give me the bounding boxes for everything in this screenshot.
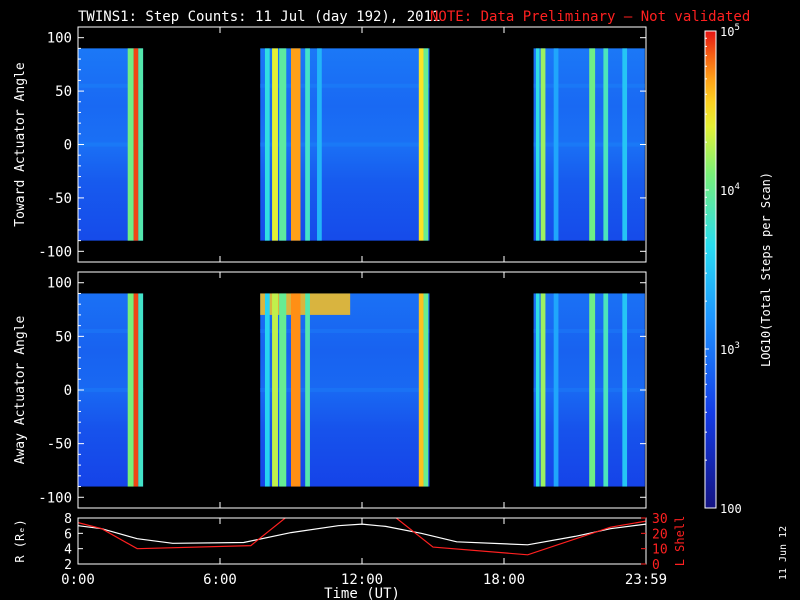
heatmap-streak-0-11 [535,48,540,241]
heatmap-streak-1-0 [127,293,134,487]
y-tick-label-1-1: 50 [55,329,72,345]
colorbar-gradient [705,31,716,508]
orbit-left-tick-label-0: 2 [64,558,72,573]
heatmap-streak-1-3 [264,293,270,487]
y-tick-label-0-2: 0 [64,138,72,154]
heatmap-streak-1-6 [291,293,301,487]
heatmap-streak-1-9 [423,293,429,487]
heatmap-streak-0-7 [305,48,310,241]
colorbar-title: LOG10(Total Steps per Scan) [759,172,773,367]
heatmap-streak-0-15 [603,48,609,241]
heatmap-streak-1-8 [418,293,424,487]
heatmap-streak-1-1 [133,293,139,487]
heatmap-streak-0-13 [553,48,559,241]
y-tick-label-1-4: -100 [38,490,72,506]
x-tick-label-2: 12:00 [341,572,383,588]
colorbar-frame [704,30,717,509]
heatmap-streak-1-14 [603,293,609,487]
heatmap-band-0-0-0 [78,142,144,147]
heatmap-streak-0-0 [127,48,134,241]
toward-angle-heatmap-panel: 100 50 0 -50 -100 Toward Actuator Angle [13,26,647,263]
heatmap-streak-0-9 [418,48,424,241]
heatmap-streak-0-10 [423,48,429,241]
y-tick-label-1-0: 100 [47,276,72,292]
orbit-right-tick-label-3: 30 [652,512,668,527]
away-angle-heatmap-panel: 100 50 0 -50 -100 Away Actuator Angle [13,271,647,509]
heatmap-band-0-2-1 [533,83,645,88]
heatmap-streak-0-14 [589,48,596,241]
x-tick-label-1: 6:00 [203,572,237,588]
heatmap-streak-0-1 [133,48,139,241]
y-axis-title-0: Toward Actuator Angle [13,62,28,227]
heatmap-band-1-2-1 [533,329,645,333]
x-tick-label-3: 18:00 [483,572,525,588]
orbit-right-tick-label-2: 20 [652,527,668,542]
y-tick-label-0-1: 50 [55,84,72,100]
y-tick-label-0-3: -50 [47,191,72,207]
heatmap-streak-0-4 [272,48,278,241]
orbit-right-axis-title: L Shell [673,516,687,567]
orbit-left-tick-label-1: 4 [64,543,72,558]
colorbar-tick-label-3: 100 [720,502,742,516]
heatmap-streak-1-10 [535,293,540,487]
orbit-left-tick-label-2: 6 [64,527,72,542]
heatmap-streak-1-11 [540,293,546,487]
y-tick-label-1-2: 0 [64,383,72,399]
y-tick-label-1-3: -50 [47,437,72,453]
heatmap-streak-0-12 [540,48,546,241]
colorbar-tick-label-0: 105 [720,23,740,39]
heatmap-band-1-0-1 [78,329,144,333]
heatmap-streak-0-16 [622,48,628,241]
orbit-left-tick-label-3: 8 [64,512,72,527]
heatmap-streak-0-2 [138,48,144,241]
colorbar-tick-label-1: 104 [720,182,740,198]
heatmap-band-1-0-0 [78,388,144,392]
heatmap-streak-0-6 [291,48,301,241]
orbit-left-axis-title: R (Rₑ) [13,519,27,562]
x-tick-label-4: 23:59 [625,572,667,588]
heatmap-streak-1-13 [589,293,596,487]
date-stamp: 11 Jun 12 [778,526,789,580]
y-axis-title-1: Away Actuator Angle [13,315,28,464]
preliminary-note: NOTE: Data Preliminary — Not validated [430,9,750,25]
heatmap-streak-1-12 [553,293,559,487]
heatmap-band-1-1-0 [260,388,430,392]
y-tick-label-0-0: 100 [47,31,72,47]
colorbar: 105 104 103 100 LOG10(Total Steps per Scan) [704,23,773,516]
x-axis-title: Time (UT) [324,586,400,600]
heatmap-streak-1-5 [279,293,287,487]
orbit-right-tick-label-0: 0 [652,558,660,573]
colorbar-tick-label-2: 103 [720,341,740,357]
heatmap-band-0-1-1 [260,83,430,88]
heatmap-streak-1-4 [272,293,278,487]
heatmap-streak-0-5 [279,48,287,241]
heatmap-streak-0-3 [264,48,270,241]
y-tick-label-0-4: -100 [38,244,72,260]
heatmap-streak-0-8 [317,48,322,241]
figure-title: TWINS1: Step Counts: 11 Jul (day 192), 2… [78,9,440,25]
heatmap-streak-1-15 [622,293,628,487]
heatmap-band-1-2-0 [533,388,645,392]
heatmap-streak-1-7 [305,293,310,487]
heatmap-band-0-1-0 [260,142,430,147]
heatmap-band-1-1-1 [260,329,430,333]
x-tick-label-0: 0:00 [61,572,95,588]
orbit-right-tick-label-1: 10 [652,543,668,558]
heatmap-band-0-2-0 [533,142,645,147]
l-shell-line [78,518,646,556]
heatmap-streak-1-2 [138,293,144,487]
heatmap-band-0-0-1 [78,83,144,88]
r-distance-line [78,523,646,546]
